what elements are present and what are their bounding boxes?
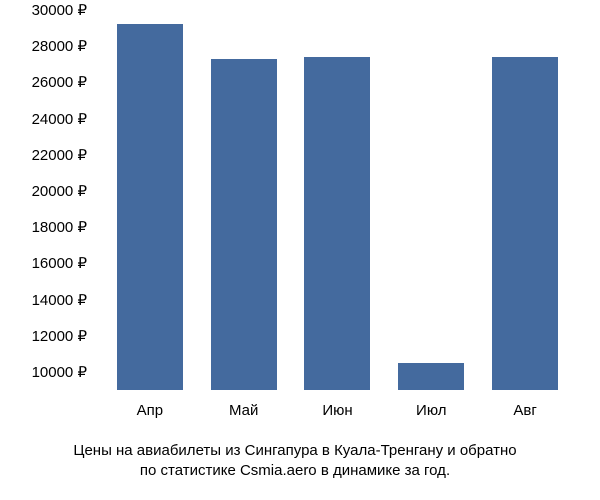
plot-area bbox=[95, 10, 580, 390]
x-tick-label: Авг bbox=[492, 402, 558, 419]
bar bbox=[117, 24, 183, 390]
y-tick-label: 18000 ₽ bbox=[32, 218, 87, 236]
y-tick-label: 14000 ₽ bbox=[32, 291, 87, 309]
chart-caption: Цены на авиабилеты из Сингапура в Куала-… bbox=[10, 441, 580, 482]
bar bbox=[398, 363, 464, 390]
bar bbox=[304, 57, 370, 390]
y-tick-label: 24000 ₽ bbox=[32, 110, 87, 128]
caption-line-2: по статистике Csmia.aero в динамике за г… bbox=[20, 461, 570, 481]
bar bbox=[492, 57, 558, 390]
chart-container: 10000 ₽ 12000 ₽ 14000 ₽ 16000 ₽ 18000 ₽ 20000… bbox=[0, 0, 600, 500]
y-tick-label: 30000 ₽ bbox=[32, 1, 87, 19]
x-tick-label: Май bbox=[211, 402, 277, 419]
y-tick-label: 22000 ₽ bbox=[32, 146, 87, 164]
x-tick-label: Апр bbox=[117, 402, 183, 419]
y-tick-label: 10000 ₽ bbox=[32, 363, 87, 381]
y-tick-label: 16000 ₽ bbox=[32, 254, 87, 272]
bars-group bbox=[95, 10, 580, 390]
y-tick-label: 26000 ₽ bbox=[32, 73, 87, 91]
y-axis: 10000 ₽ 12000 ₽ 14000 ₽ 16000 ₽ 18000 ₽ 20000… bbox=[10, 10, 95, 390]
bar bbox=[211, 59, 277, 390]
x-tick-label: Июн bbox=[304, 402, 370, 419]
x-tick-label: Июл bbox=[398, 402, 464, 419]
y-tick-label: 12000 ₽ bbox=[32, 327, 87, 345]
x-axis: Апр Май Июн Июл Авг bbox=[95, 402, 580, 419]
caption-line-1: Цены на авиабилеты из Сингапура в Куала-… bbox=[20, 441, 570, 461]
y-tick-label: 20000 ₽ bbox=[32, 182, 87, 200]
chart-area: 10000 ₽ 12000 ₽ 14000 ₽ 16000 ₽ 18000 ₽ 20000… bbox=[10, 10, 580, 390]
y-tick-label: 28000 ₽ bbox=[32, 37, 87, 55]
